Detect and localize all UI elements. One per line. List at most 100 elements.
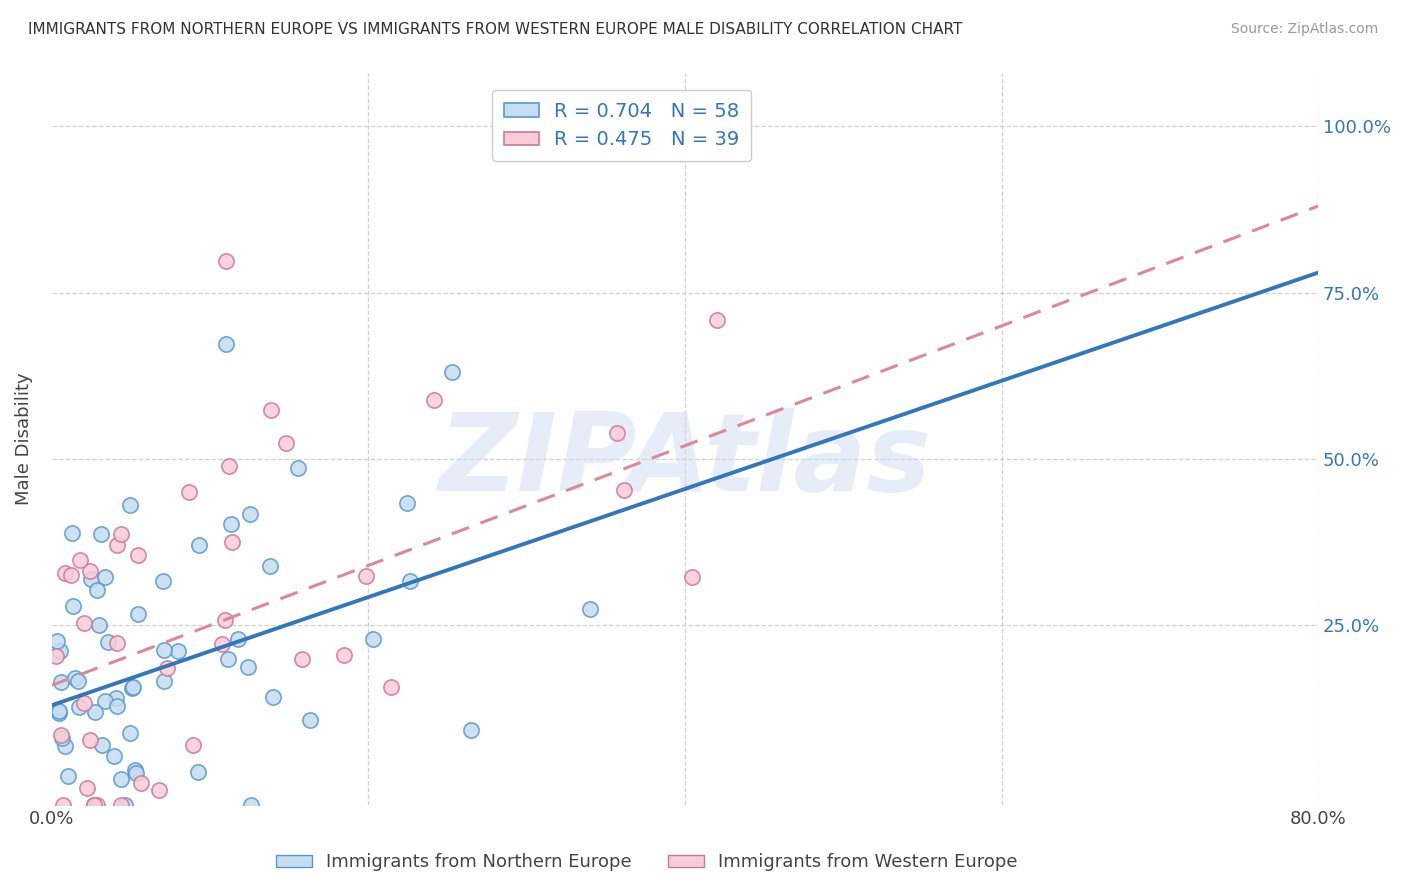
Point — [93, 570, 115, 584]
Point — [67, 673, 90, 688]
Point — [240, 798, 263, 813]
Point — [105, 538, 128, 552]
Point — [125, 766, 148, 780]
Point — [333, 648, 356, 662]
Point — [62, 599, 84, 613]
Point — [69, 553, 91, 567]
Text: Source: ZipAtlas.com: Source: ZipAtlas.com — [1230, 22, 1378, 37]
Point — [298, 714, 321, 728]
Point — [460, 723, 482, 738]
Point — [354, 569, 377, 583]
Point — [129, 776, 152, 790]
Point — [103, 749, 125, 764]
Point — [45, 648, 67, 663]
Point — [612, 483, 634, 497]
Y-axis label: Male Disability: Male Disability — [15, 373, 32, 506]
Point — [127, 548, 149, 562]
Point — [105, 690, 128, 705]
Point — [287, 461, 309, 475]
Point — [606, 426, 628, 441]
Point — [124, 763, 146, 777]
Legend: R = 0.704   N = 58, R = 0.475   N = 39: R = 0.704 N = 58, R = 0.475 N = 39 — [492, 90, 751, 161]
Point — [79, 733, 101, 747]
Point — [214, 613, 236, 627]
Point — [156, 661, 179, 675]
Point — [110, 526, 132, 541]
Text: ZIPAtlas: ZIPAtlas — [439, 408, 931, 514]
Point — [86, 798, 108, 813]
Point — [260, 402, 283, 417]
Point — [706, 313, 728, 327]
Point — [274, 436, 297, 450]
Point — [395, 496, 418, 510]
Point — [49, 728, 72, 742]
Point — [110, 798, 132, 813]
Point — [226, 632, 249, 646]
Point — [291, 652, 314, 666]
Point — [153, 642, 176, 657]
Point — [67, 699, 90, 714]
Point — [97, 634, 120, 648]
Point — [46, 633, 69, 648]
Point — [87, 618, 110, 632]
Point — [122, 680, 145, 694]
Point — [215, 254, 238, 268]
Point — [440, 365, 463, 379]
Point — [217, 652, 239, 666]
Point — [53, 566, 76, 580]
Point — [60, 568, 83, 582]
Point — [52, 798, 75, 813]
Point — [127, 607, 149, 621]
Point — [51, 731, 73, 746]
Point — [49, 675, 72, 690]
Point — [118, 725, 141, 739]
Point — [148, 783, 170, 797]
Point — [188, 538, 211, 552]
Point — [236, 660, 259, 674]
Point — [83, 798, 105, 813]
Point — [49, 644, 72, 658]
Point — [153, 674, 176, 689]
Point — [167, 644, 190, 658]
Point — [215, 336, 238, 351]
Legend: Immigrants from Northern Europe, Immigrants from Western Europe: Immigrants from Northern Europe, Immigra… — [269, 847, 1025, 879]
Point — [221, 535, 243, 549]
Point — [83, 798, 105, 813]
Point — [53, 739, 76, 754]
Point — [84, 706, 107, 720]
Point — [152, 574, 174, 588]
Point — [218, 458, 240, 473]
Point — [86, 583, 108, 598]
Point — [90, 738, 112, 752]
Point — [361, 632, 384, 647]
Point — [118, 498, 141, 512]
Point — [114, 798, 136, 813]
Point — [259, 559, 281, 574]
Point — [60, 526, 83, 541]
Point — [73, 615, 96, 630]
Point — [681, 570, 703, 584]
Point — [56, 769, 79, 783]
Point — [121, 681, 143, 695]
Text: IMMIGRANTS FROM NORTHERN EUROPE VS IMMIGRANTS FROM WESTERN EUROPE MALE DISABILIT: IMMIGRANTS FROM NORTHERN EUROPE VS IMMIG… — [28, 22, 963, 37]
Point — [399, 574, 422, 589]
Point — [177, 484, 200, 499]
Point — [380, 680, 402, 694]
Point — [48, 704, 70, 718]
Point — [110, 772, 132, 786]
Point — [211, 637, 233, 651]
Point — [73, 696, 96, 710]
Point — [80, 572, 103, 586]
Point — [90, 526, 112, 541]
Point — [79, 564, 101, 578]
Point — [219, 516, 242, 531]
Point — [105, 698, 128, 713]
Point — [239, 507, 262, 521]
Point — [181, 739, 204, 753]
Point — [187, 764, 209, 779]
Point — [578, 602, 600, 616]
Point — [94, 694, 117, 708]
Point — [48, 706, 70, 720]
Point — [76, 780, 98, 795]
Point — [65, 671, 87, 685]
